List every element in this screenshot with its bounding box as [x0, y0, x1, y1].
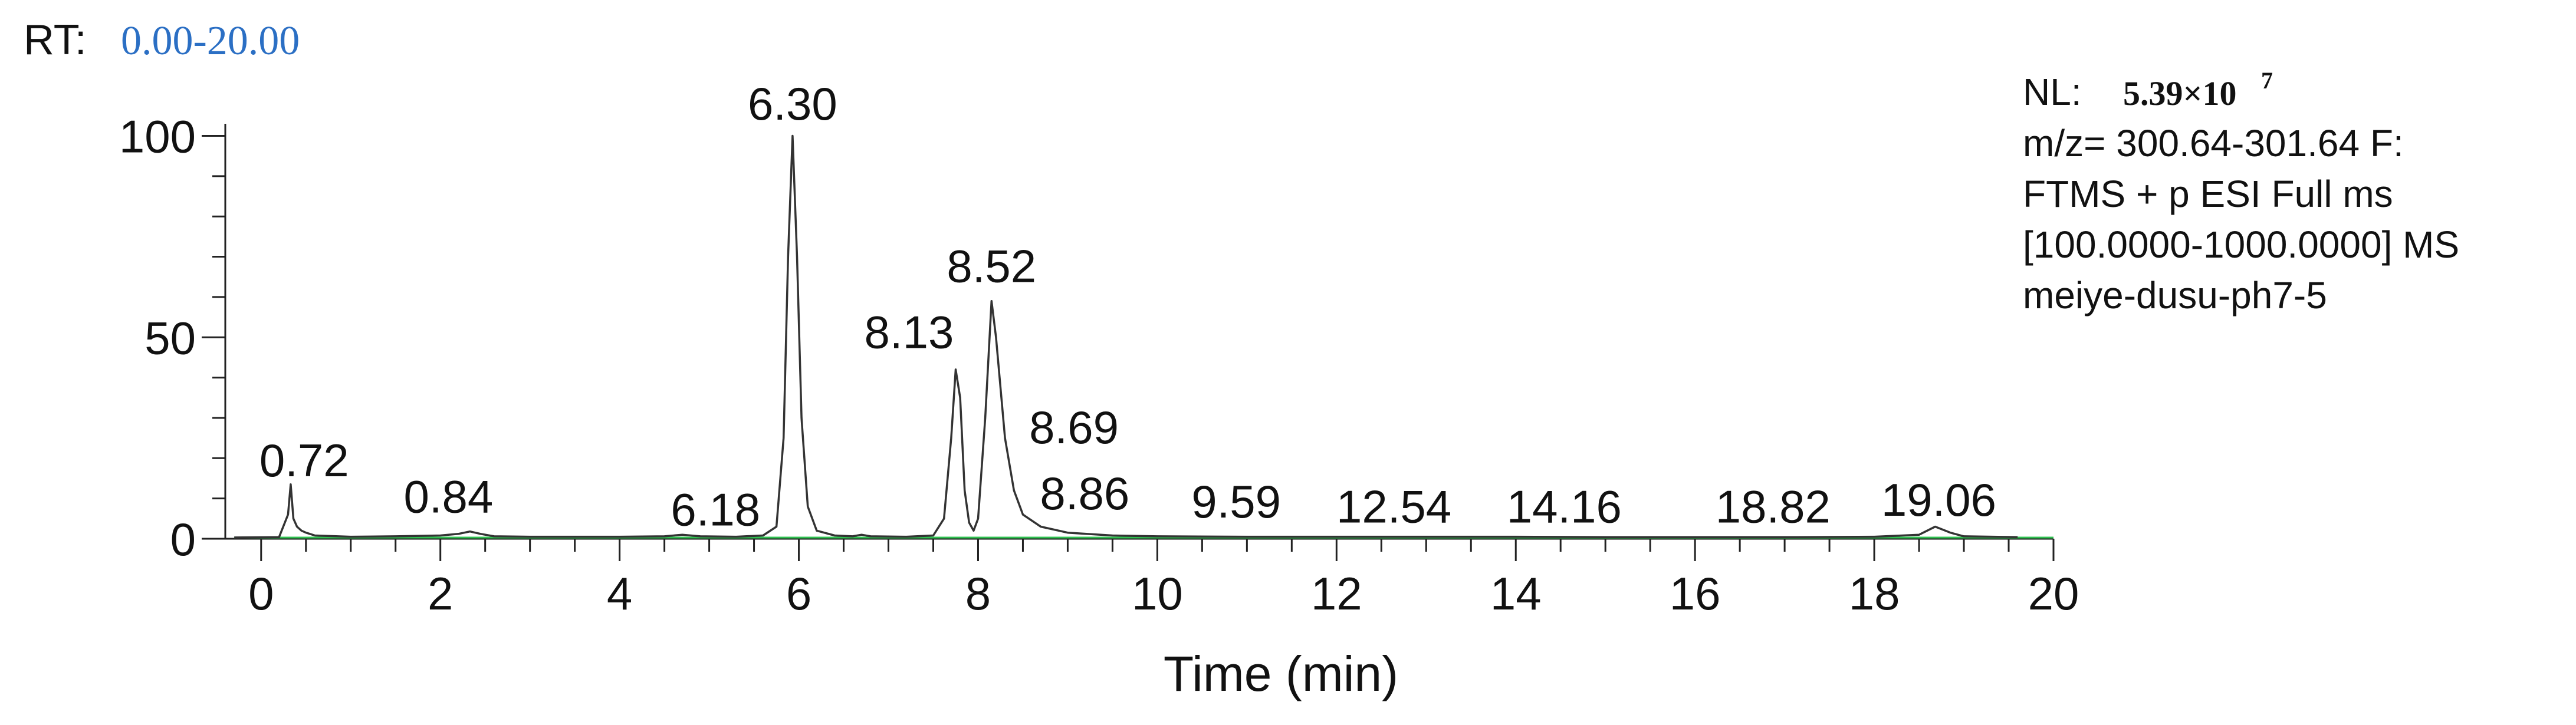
peak-label: 18.82 [1716, 481, 1831, 533]
peak-label: 9.59 [1191, 476, 1281, 528]
peak-label: 12.54 [1336, 481, 1451, 533]
nl-label: NL: [2023, 71, 2082, 113]
x-tick-label: 20 [2028, 568, 2079, 619]
info-line: m/z= 300.64-301.64 F: [2023, 122, 2404, 164]
info-line: [100.0000-1000.0000] MS [2023, 223, 2459, 266]
y-tick-label: 100 [119, 111, 196, 163]
x-axis-title: Time (min) [1164, 646, 1398, 701]
info-line: meiye-dusu-ph7-5 [2023, 274, 2327, 317]
peak-label: 0.72 [259, 434, 349, 486]
x-tick-label: 12 [1311, 568, 1362, 619]
peak-label: 8.13 [865, 307, 954, 358]
x-tick-label: 6 [786, 568, 811, 619]
x-tick-label: 16 [1670, 568, 1721, 619]
x-tick-label: 2 [428, 568, 453, 619]
x-tick-label: 4 [607, 568, 632, 619]
x-tick-label: 18 [1849, 568, 1900, 619]
peak-label: 8.52 [947, 240, 1036, 292]
y-tick-label: 0 [170, 513, 196, 565]
rt-range: 0.00-20.00 [121, 18, 300, 64]
x-tick-label: 0 [248, 568, 274, 619]
nl-value: 5.39×10 [2123, 74, 2237, 113]
peak-label: 8.69 [1029, 401, 1119, 453]
nl-exponent: 7 [2261, 67, 2273, 94]
y-tick-label: 50 [144, 312, 196, 364]
x-tick-label: 10 [1132, 568, 1183, 619]
peak-label: 0.84 [403, 471, 493, 523]
peak-label: 8.86 [1040, 467, 1129, 519]
info-line: FTMS + p ESI Full ms [2023, 173, 2393, 215]
peak-label: 19.06 [1881, 474, 1996, 526]
rt-label: RT: [24, 17, 87, 64]
x-tick-label: 14 [1490, 568, 1542, 619]
x-tick-label: 8 [965, 568, 991, 619]
peak-label: 14.16 [1507, 481, 1622, 533]
peak-label: 6.18 [671, 483, 760, 535]
peak-label: 6.30 [748, 78, 837, 130]
trace [234, 134, 2018, 539]
